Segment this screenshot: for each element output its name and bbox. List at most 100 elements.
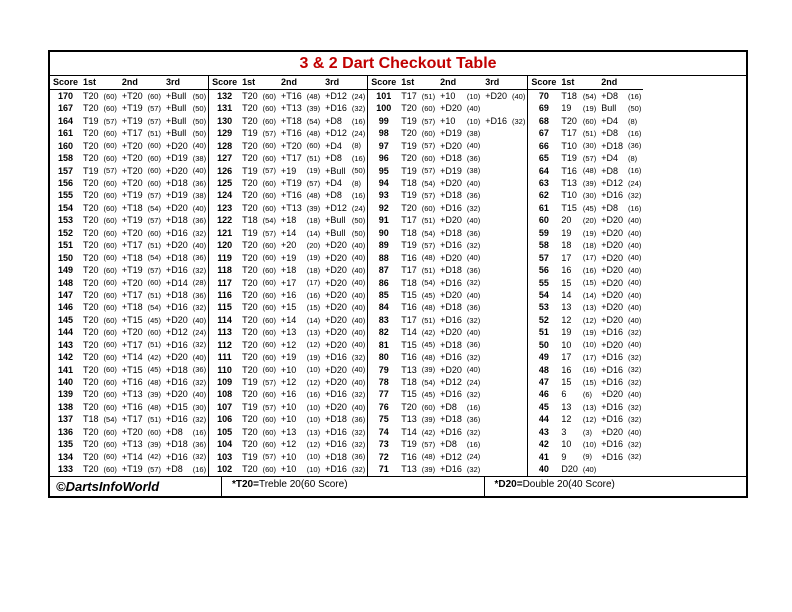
score-cell: 129 xyxy=(209,128,239,140)
dart-cell: T20 xyxy=(80,289,101,301)
points-cell: (12) xyxy=(304,439,322,451)
dart-cell: T10 xyxy=(558,190,580,202)
table-row: 74T14(42)+D16(32) xyxy=(368,426,527,438)
score-cell: 94 xyxy=(368,178,398,190)
dart-cell: T20 xyxy=(80,190,101,202)
dart-cell: +D20 xyxy=(598,289,625,301)
score-cell: 89 xyxy=(368,240,398,252)
table-row: 138T20(60)+T16(48)+D15(30) xyxy=(50,401,208,413)
dart-cell: +T20 xyxy=(119,178,145,190)
points-cell xyxy=(509,227,527,239)
dart-cell: +D8 xyxy=(322,190,349,202)
dart-cell xyxy=(482,314,509,326)
dart-cell: 13 xyxy=(558,302,580,314)
table-row: 466(6)+D20(40) xyxy=(528,389,643,401)
points-cell: (60) xyxy=(260,464,278,476)
points-cell: (39) xyxy=(145,439,163,451)
copyright: ©DartsInfoWorld xyxy=(50,477,222,496)
points-cell: (24) xyxy=(349,202,367,214)
points-cell: (40) xyxy=(625,339,643,351)
points-cell: (24) xyxy=(464,451,482,463)
points-cell: (60) xyxy=(101,377,119,389)
points-cell: (60) xyxy=(101,202,119,214)
dart-cell: +T19 xyxy=(119,265,145,277)
dart-cell: +D16 xyxy=(163,414,190,426)
points-cell: (39) xyxy=(304,103,322,115)
points-cell: (39) xyxy=(580,178,598,190)
points-cell: (30) xyxy=(580,140,598,152)
dart-cell xyxy=(482,439,509,451)
dart-cell: +D20 xyxy=(437,178,464,190)
table-row: 4917(17)+D16(32) xyxy=(528,352,643,364)
score-cell: 158 xyxy=(50,153,80,165)
score-cell: 164 xyxy=(50,115,80,127)
dart-cell: +D18 xyxy=(163,289,190,301)
dart-cell: +T15 xyxy=(119,314,145,326)
dart-cell: +T17 xyxy=(119,128,145,140)
dart-cell: +D20 xyxy=(163,165,190,177)
dart-cell: +D8 xyxy=(163,464,190,476)
dart-cell: T16 xyxy=(398,252,419,264)
points-cell: (48) xyxy=(304,90,322,103)
points-cell: (32) xyxy=(464,464,482,476)
dart-cell: +10 xyxy=(437,115,464,127)
points-cell: (57) xyxy=(145,215,163,227)
points-cell: (40) xyxy=(625,252,643,264)
points-cell: (40) xyxy=(464,178,482,190)
table-row: 5414(14)+D20(40) xyxy=(528,289,643,301)
points-cell: (60) xyxy=(101,103,119,115)
points-cell: (60) xyxy=(145,153,163,165)
points-cell: (54) xyxy=(101,414,119,426)
score-cell: 144 xyxy=(50,327,80,339)
dart-cell: +D12 xyxy=(598,178,625,190)
points-cell: (36) xyxy=(349,451,367,463)
dart-cell: +T20 xyxy=(119,165,145,177)
points-cell: (54) xyxy=(260,215,278,227)
points-cell xyxy=(509,128,527,140)
dart-cell: +Bull xyxy=(163,128,190,140)
dart-cell: +19 xyxy=(278,352,304,364)
dart-cell: +14 xyxy=(278,227,304,239)
table-row: 150T20(60)+T18(54)+D18(36) xyxy=(50,252,208,264)
checkout-subtable: Score1st2nd70T18(54)+D8(16)6919(19)Bull(… xyxy=(528,76,643,476)
score-cell: 149 xyxy=(50,265,80,277)
dart-cell: T20 xyxy=(398,103,419,115)
table-row: 160T20(60)+T20(60)+D20(40) xyxy=(50,140,208,152)
points-cell: (60) xyxy=(101,364,119,376)
col-header: 3rd xyxy=(322,76,367,90)
points-cell xyxy=(509,414,527,426)
dart-cell xyxy=(482,190,509,202)
dart-cell: +D16 xyxy=(437,277,464,289)
dart-cell: +19 xyxy=(278,252,304,264)
score-cell: 138 xyxy=(50,401,80,413)
dart-cell: T20 xyxy=(239,90,260,103)
score-cell: 47 xyxy=(528,377,558,389)
dart-cell: +D20 xyxy=(322,265,349,277)
points-cell: (24) xyxy=(625,178,643,190)
score-cell: 78 xyxy=(368,377,398,389)
dart-cell: +T20 xyxy=(119,140,145,152)
table-row: 419(9)+D16(32) xyxy=(528,451,643,463)
dart-cell: +T16 xyxy=(278,90,304,103)
table-row: 80T16(48)+D16(32) xyxy=(368,352,527,364)
table-row: 94T18(54)+D20(40) xyxy=(368,178,527,190)
points-cell: (16) xyxy=(190,426,208,438)
table-row: 91T17(51)+D20(40) xyxy=(368,215,527,227)
score-cell: 91 xyxy=(368,215,398,227)
dart-cell: +10 xyxy=(437,90,464,103)
points-cell: (40) xyxy=(190,314,208,326)
points-cell: (36) xyxy=(464,190,482,202)
table-row: 5313(13)+D20(40) xyxy=(528,302,643,314)
score-cell: 120 xyxy=(209,240,239,252)
points-cell: (60) xyxy=(101,289,119,301)
points-cell: (57) xyxy=(419,115,437,127)
dart-cell: +16 xyxy=(278,289,304,301)
table-row: 148T20(60)+T20(60)+D14(28) xyxy=(50,277,208,289)
dart-cell: +D16 xyxy=(598,364,625,376)
points-cell: (40) xyxy=(464,364,482,376)
points-cell: (10) xyxy=(464,115,482,127)
dart-cell: T20 xyxy=(80,401,101,413)
dart-cell: +D20 xyxy=(598,339,625,351)
dart-cell: T20 xyxy=(239,103,260,115)
table-row: 115T20(60)+15(15)+D20(40) xyxy=(209,302,367,314)
